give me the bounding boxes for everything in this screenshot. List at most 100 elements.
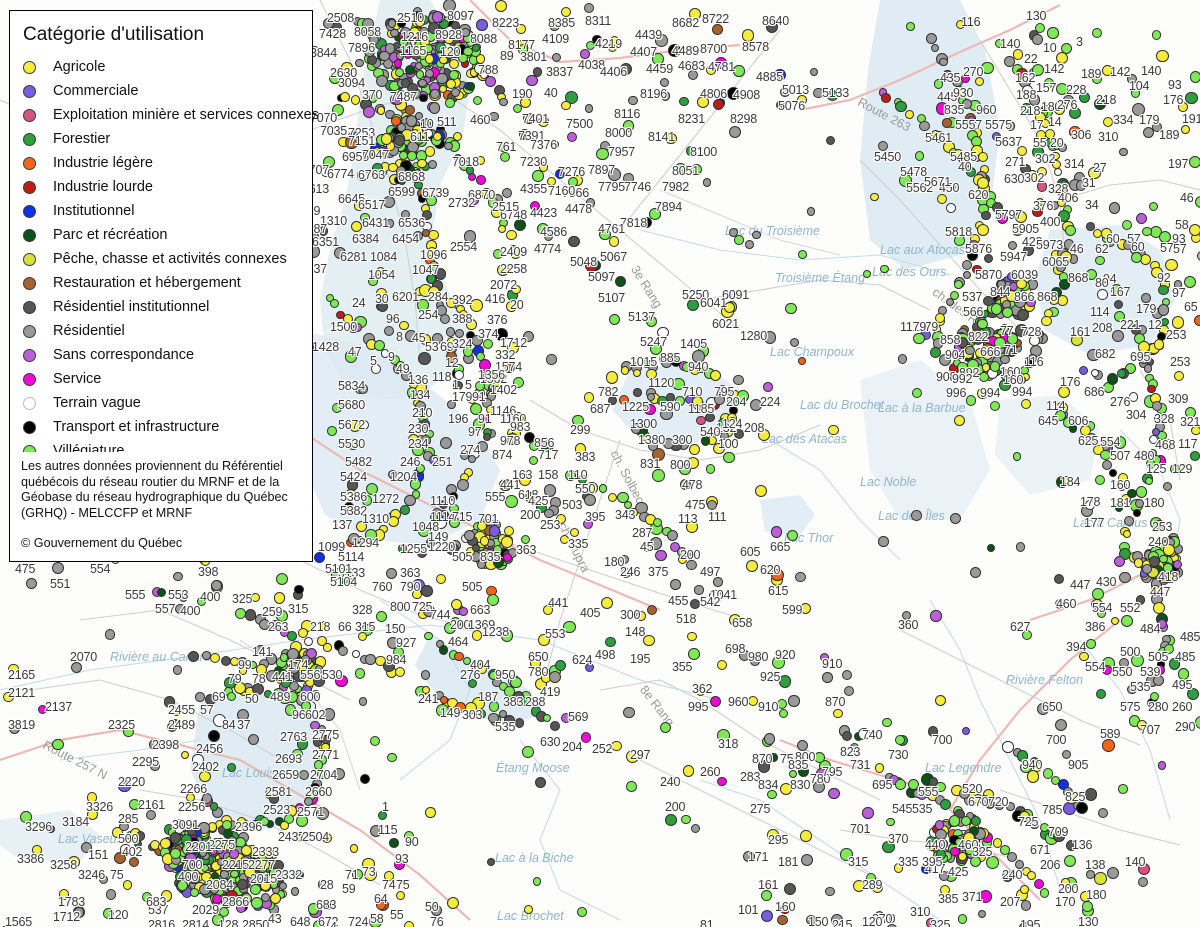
map-point-marker[interactable] [287,647,299,660]
map-point-marker[interactable] [419,435,432,447]
map-point-marker[interactable] [285,690,298,703]
map-point-marker[interactable] [1108,468,1117,477]
map-point-marker[interactable] [1137,341,1150,353]
map-point-marker[interactable] [934,694,946,707]
map-point-marker[interactable] [360,212,370,222]
map-point-marker[interactable] [699,403,709,413]
map-point-marker[interactable] [346,437,360,451]
map-point-marker[interactable] [1095,255,1106,266]
map-point-marker[interactable] [1149,691,1159,702]
map-point-marker[interactable] [520,534,530,544]
legend-item-9[interactable]: Restauration et hébergement [10,271,312,295]
map-point-marker[interactable] [1032,34,1044,45]
map-point-marker[interactable] [960,815,972,827]
map-point-marker[interactable] [1091,27,1102,38]
map-point-marker[interactable] [122,880,133,890]
map-point-marker[interactable] [335,674,348,687]
map-point-marker[interactable] [416,547,428,558]
map-point-marker[interactable] [842,669,853,680]
map-point-marker[interactable] [345,136,358,149]
map-point-marker[interactable] [1148,555,1160,567]
map-point-marker[interactable] [1012,225,1023,237]
map-point-marker[interactable] [249,884,261,895]
map-point-marker[interactable] [292,748,304,760]
map-point-marker[interactable] [288,661,301,674]
map-point-marker[interactable] [436,703,450,717]
map-point-marker[interactable] [248,733,260,745]
map-point-marker[interactable] [398,543,408,553]
map-point-marker[interactable] [765,20,779,34]
map-point-marker[interactable] [649,343,663,356]
map-point-marker[interactable] [1128,392,1139,402]
map-point-marker[interactable] [1137,351,1150,364]
map-point-marker[interactable] [398,187,408,197]
map-point-marker[interactable] [827,90,838,101]
map-point-marker[interactable] [396,18,407,28]
map-point-marker[interactable] [763,732,776,745]
map-point-marker[interactable] [899,174,913,187]
map-point-marker[interactable] [974,76,985,87]
map-point-marker[interactable] [623,173,634,184]
map-point-marker[interactable] [382,659,395,672]
map-point-marker[interactable] [506,341,519,355]
map-point-marker[interactable] [118,779,131,793]
map-point-marker[interactable] [718,418,729,429]
map-point-marker[interactable] [323,643,332,652]
map-point-marker[interactable] [585,197,596,208]
map-point-marker[interactable] [1040,822,1049,832]
map-point-marker[interactable] [275,609,288,622]
map-point-marker[interactable] [844,685,855,696]
map-point-marker[interactable] [179,592,189,602]
map-point-marker[interactable] [1157,761,1167,770]
map-point-marker[interactable] [800,854,813,867]
map-point-marker[interactable] [448,491,458,501]
map-point-marker[interactable] [546,354,557,365]
map-point-marker[interactable] [1117,480,1128,491]
map-point-marker[interactable] [620,554,630,564]
map-point-marker[interactable] [446,399,456,409]
map-point-marker[interactable] [156,587,167,597]
map-point-marker[interactable] [1102,65,1114,76]
map-point-marker[interactable] [1190,425,1200,436]
map-point-marker[interactable] [313,675,326,687]
map-point-marker[interactable] [760,909,774,923]
map-point-marker[interactable] [458,310,468,320]
map-point-marker[interactable] [827,424,839,436]
map-point-marker[interactable] [862,807,874,819]
legend-item-5[interactable]: Industrie lourde [10,175,312,199]
map-point-marker[interactable] [757,760,771,774]
map-point-marker[interactable] [1051,152,1060,161]
map-point-marker[interactable] [344,568,354,578]
map-point-marker[interactable] [714,393,726,405]
map-point-marker[interactable] [971,144,983,157]
map-point-marker[interactable] [348,419,362,433]
map-point-marker[interactable] [1106,237,1116,247]
map-point-marker[interactable] [418,352,431,365]
map-point-marker[interactable] [1189,224,1200,237]
map-point-marker[interactable] [378,50,390,62]
map-point-marker[interactable] [236,879,248,891]
map-point-marker[interactable] [1056,82,1069,95]
legend-item-3[interactable]: Forestier [10,127,312,151]
map-point-marker[interactable] [1004,55,1015,67]
map-point-marker[interactable] [399,320,409,331]
map-point-marker[interactable] [977,176,989,189]
map-point-marker[interactable] [895,779,906,790]
map-point-marker[interactable] [585,104,594,113]
map-point-marker[interactable] [459,607,468,616]
map-point-marker[interactable] [171,706,182,717]
map-point-marker[interactable] [298,769,309,780]
map-point-marker[interactable] [784,302,797,315]
map-point-marker[interactable] [1058,278,1071,291]
map-point-marker[interactable] [410,478,422,490]
map-point-marker[interactable] [416,463,425,473]
map-point-marker[interactable] [195,692,205,702]
legend-item-4[interactable]: Industrie légère [10,151,312,175]
map-point-marker[interactable] [688,647,700,660]
map-point-marker[interactable] [449,503,459,513]
map-point-marker[interactable] [728,125,742,139]
map-point-marker[interactable] [1177,668,1190,680]
map-point-marker[interactable] [1056,197,1067,208]
map-point-marker[interactable] [761,890,773,901]
map-point-marker[interactable] [583,2,595,14]
